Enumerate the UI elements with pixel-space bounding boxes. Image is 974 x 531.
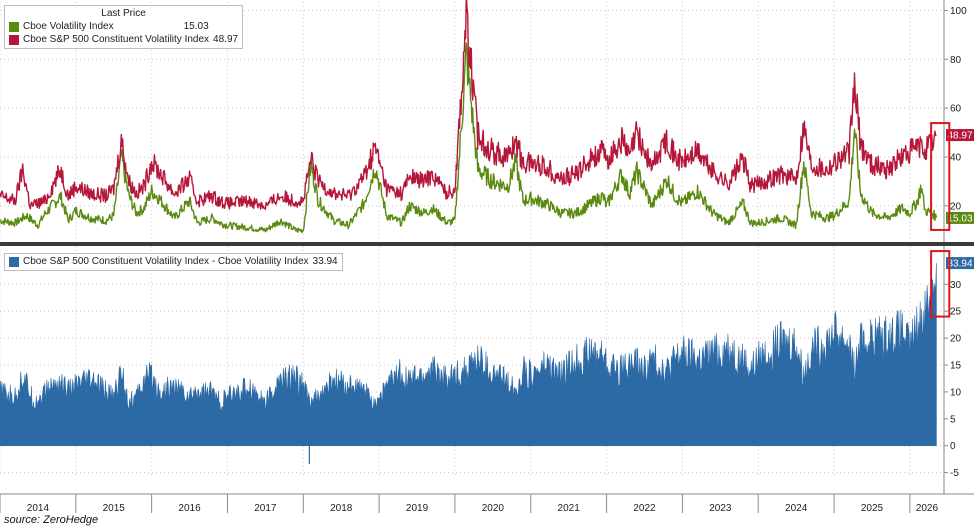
legend-title: Last Price [101,8,146,19]
y-tick-label-1-25: 25 [950,307,962,318]
x-tick-label-2020: 2020 [482,503,505,514]
y-tick-label-0-80: 80 [950,55,962,66]
x-tick-label-2017: 2017 [254,503,277,514]
legend-swatch-spread [9,256,19,267]
spread-area-series [0,263,937,446]
last-value-tag-0-0 [946,211,974,224]
y-tick-label-1-0: 0 [950,441,956,452]
source-note: source: ZeroHedge [4,514,99,526]
bottom-legend: Cboe S&P 500 Constituent Volatility Inde… [4,253,343,271]
y-tick-label-0-40: 40 [950,152,962,163]
y-tick-label-1--5: -5 [950,468,959,479]
y-tick-label-1-10: 10 [950,387,962,398]
legend-item-spread: Cboe S&P 500 Constituent Volatility Inde… [9,255,338,268]
legend-swatch-vix [9,21,19,32]
y-tick-label-0-100: 100 [950,6,967,17]
legend-value-constituent: 48.97 [213,34,239,45]
x-tick-label-2026: 2026 [916,503,939,514]
last-value-tag-1-0 [946,257,974,270]
top-legend: Last Price Cboe Volatility Index 15.03 C… [4,5,244,49]
last-value-tag-0-1 [946,129,974,142]
x-tick-label-2015: 2015 [103,503,126,514]
x-tick-label-2022: 2022 [633,503,656,514]
last-value-label-0-0: 15.03 [947,213,972,224]
x-tick-label-2018: 2018 [330,503,353,514]
legend-value-vix: 15.03 [183,21,209,32]
vix-line-series [0,42,938,234]
x-tick-label-2014: 2014 [27,503,50,514]
legend-item-vix: Cboe Volatility Index 15.03 [9,20,238,33]
panel-separator [0,242,974,246]
y-tick-label-1-5: 5 [950,414,956,425]
axes: 2014 2015 2016 2017 2018 2019 2020 2021 2022 2023… [0,0,974,514]
highlight-box-bottom [930,250,951,318]
bottom-panel-series [0,263,937,465]
top-panel-series [0,0,938,234]
legend-swatch-constituent [9,34,19,45]
last-value-label-1-0: 33.94 [947,259,972,270]
y-tick-label-1-15: 15 [950,361,962,372]
x-tick-label-2023: 2023 [709,503,732,514]
legend-value-spread: 33.94 [312,256,338,267]
last-value-label-0-1: 48.97 [947,131,972,142]
y-tick-label-1-30: 30 [950,280,962,291]
legend-label-constituent: Cboe S&P 500 Constituent Volatility Inde… [23,34,210,45]
x-tick-label-2019: 2019 [406,503,429,514]
x-tick-label-2025: 2025 [861,503,884,514]
constituent-vol-line-series [0,0,937,210]
overlays [930,122,951,318]
x-tick-label-2021: 2021 [558,503,581,514]
legend-label-spread: Cboe S&P 500 Constituent Volatility Inde… [23,256,309,267]
legend-item-constituent: Cboe S&P 500 Constituent Volatility Inde… [9,33,238,46]
highlight-box-top [930,122,951,231]
x-tick-label-2024: 2024 [785,503,808,514]
y-tick-label-0-60: 60 [950,104,962,115]
y-tick-label-0-20: 20 [950,201,962,212]
x-tick-label-2016: 2016 [178,503,201,514]
legend-label-vix: Cboe Volatility Index [23,21,114,32]
y-tick-label-1-20: 20 [950,334,962,345]
